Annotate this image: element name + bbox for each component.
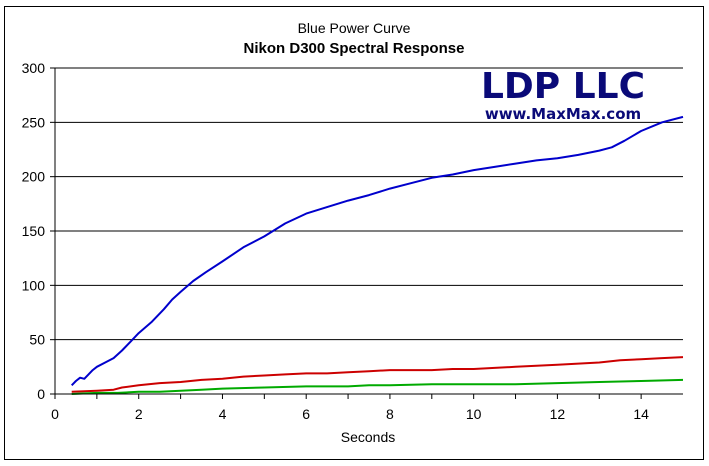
series-line-1 (71, 356, 684, 393)
chart-subtitle: Nikon D300 Spectral Response (244, 40, 465, 57)
x-tick-label: 2 (135, 406, 143, 422)
chart-frame (4, 6, 704, 460)
x-tick-label: 6 (302, 406, 310, 422)
x-axis-label: Seconds (341, 429, 395, 445)
y-tick-label: 100 (22, 277, 46, 293)
y-tick-label: 300 (22, 60, 46, 76)
series-line-2 (71, 378, 684, 395)
x-tick-label: 14 (633, 406, 649, 422)
x-tick-label: 12 (550, 406, 566, 422)
y-tick-label: 50 (29, 332, 45, 348)
series-line-0 (70, 115, 684, 386)
y-tick-label: 250 (22, 114, 46, 130)
y-tick-label: 200 (22, 169, 46, 185)
watermark-url-text: www.MaxMax.com (485, 105, 641, 123)
y-tick-label: 0 (37, 386, 45, 402)
watermark-logo-text: LDP LLC (481, 66, 645, 107)
x-tick-label: 8 (386, 406, 394, 422)
y-tick-label: 150 (22, 223, 46, 239)
x-tick-label: 10 (466, 406, 482, 422)
x-tick-label: 0 (51, 406, 59, 422)
x-tick-label: 4 (219, 406, 227, 422)
chart-title: Blue Power Curve (298, 20, 411, 36)
